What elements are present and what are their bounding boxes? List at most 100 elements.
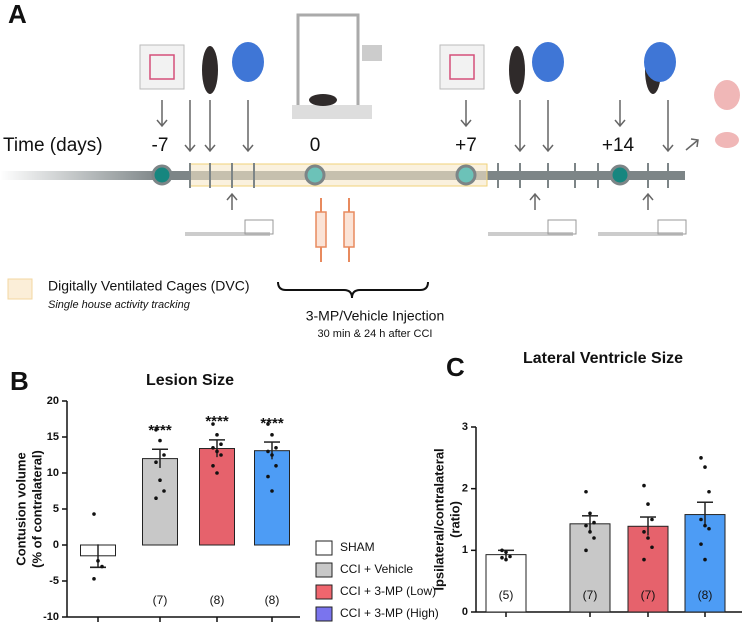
data-point bbox=[274, 446, 278, 450]
dvc-legend: Digitally Ventilated Cages (DVC) bbox=[48, 278, 250, 294]
y-tick-label: 10 bbox=[47, 467, 59, 479]
y-tick-label: 20 bbox=[47, 395, 59, 407]
time-point: -7 bbox=[152, 135, 169, 156]
dvc-band bbox=[189, 163, 488, 187]
y-tick-label: -5 bbox=[49, 575, 59, 587]
data-point bbox=[162, 453, 166, 457]
injection-label: 3-MP/Vehicle Injection bbox=[306, 308, 445, 324]
data-point bbox=[92, 512, 96, 516]
timeline-ticks bbox=[189, 163, 669, 188]
data-point bbox=[699, 542, 703, 546]
data-point bbox=[699, 517, 703, 522]
data-point bbox=[592, 536, 596, 540]
data-point bbox=[642, 530, 646, 534]
data-point bbox=[211, 446, 215, 450]
data-point bbox=[699, 456, 703, 460]
data-point bbox=[588, 530, 592, 534]
legend-label: CCI + 3-MP (High) bbox=[340, 606, 439, 620]
n-label: (8) bbox=[265, 593, 280, 607]
bar bbox=[485, 554, 527, 613]
y-tick-label: 1 bbox=[462, 544, 468, 556]
y-axis-label: Ipsilateral/contralateral bbox=[431, 448, 446, 590]
data-point bbox=[158, 438, 162, 443]
data-point bbox=[584, 523, 588, 528]
n-label: (7) bbox=[583, 588, 598, 602]
n-label: (5) bbox=[499, 588, 514, 602]
data-point bbox=[211, 422, 215, 426]
data-point bbox=[584, 489, 588, 494]
data-point bbox=[219, 442, 223, 447]
n-label: (8) bbox=[698, 588, 713, 602]
y-axis-label: Contusion volume bbox=[13, 452, 28, 565]
time-point: +7 bbox=[455, 135, 477, 156]
bar bbox=[199, 448, 235, 546]
data-point bbox=[504, 557, 508, 562]
data-point bbox=[162, 489, 166, 493]
n-label: (7) bbox=[641, 588, 656, 602]
time-label: Time (days) bbox=[3, 135, 103, 156]
data-point bbox=[274, 464, 278, 468]
legend-swatch bbox=[315, 562, 333, 578]
data-point bbox=[215, 433, 219, 437]
data-point bbox=[703, 465, 707, 469]
y-tick-label: 15 bbox=[47, 431, 59, 443]
bar bbox=[254, 450, 290, 546]
data-point bbox=[158, 478, 162, 483]
y-tick-label: 2 bbox=[462, 483, 468, 495]
data-point bbox=[703, 523, 707, 528]
bar bbox=[627, 525, 669, 613]
y-tick-label: 5 bbox=[53, 503, 59, 515]
data-point bbox=[92, 577, 96, 581]
data-point bbox=[270, 453, 274, 457]
data-point bbox=[270, 433, 274, 437]
data-point bbox=[592, 520, 596, 525]
significance: **** bbox=[260, 415, 284, 432]
y-tick-label: 3 bbox=[462, 421, 468, 433]
data-point bbox=[215, 449, 219, 454]
data-point bbox=[650, 517, 654, 522]
legend-swatch bbox=[315, 606, 333, 622]
injection-sub: 30 min & 24 h after CCI bbox=[318, 328, 433, 340]
data-point bbox=[500, 548, 504, 553]
legend-swatch bbox=[315, 540, 333, 556]
data-point bbox=[650, 545, 654, 550]
dvc-legend-sub: Single house activity tracking bbox=[48, 299, 191, 311]
timeline-fade bbox=[0, 171, 160, 180]
data-point bbox=[703, 557, 707, 562]
data-point bbox=[154, 428, 158, 432]
panel-label: A bbox=[8, 0, 27, 29]
n-label: (7) bbox=[153, 593, 168, 607]
data-point bbox=[266, 474, 270, 479]
data-point bbox=[266, 422, 270, 426]
bar bbox=[684, 514, 726, 613]
data-point bbox=[508, 554, 512, 559]
time-point: +14 bbox=[602, 135, 635, 156]
data-point bbox=[642, 557, 646, 562]
panel-label: C bbox=[446, 352, 465, 382]
data-point bbox=[96, 559, 100, 563]
data-point bbox=[270, 489, 274, 493]
data-point bbox=[154, 460, 158, 465]
data-point bbox=[646, 502, 650, 506]
data-point bbox=[588, 511, 592, 516]
data-point bbox=[100, 564, 104, 569]
data-point bbox=[504, 550, 508, 554]
data-point bbox=[500, 555, 504, 560]
chart-title: Lesion Size bbox=[146, 372, 234, 389]
time-point: 0 bbox=[310, 135, 321, 156]
data-point bbox=[219, 453, 223, 457]
data-point bbox=[584, 548, 588, 553]
day-markers bbox=[151, 164, 631, 186]
y-tick-label: 0 bbox=[53, 539, 59, 551]
data-point bbox=[646, 536, 650, 540]
y-axis-label: (ratio) bbox=[447, 501, 462, 538]
chart-title: Lateral Ventricle Size bbox=[523, 350, 683, 367]
data-point bbox=[266, 449, 270, 454]
data-point bbox=[215, 471, 219, 475]
n-label: (8) bbox=[210, 593, 225, 607]
data-point bbox=[707, 489, 711, 494]
y-axis-label: (% of contralateral) bbox=[29, 450, 44, 568]
legend-label: CCI + Vehicle bbox=[340, 562, 413, 576]
data-point bbox=[707, 526, 711, 531]
legend-label: SHAM bbox=[340, 540, 375, 554]
